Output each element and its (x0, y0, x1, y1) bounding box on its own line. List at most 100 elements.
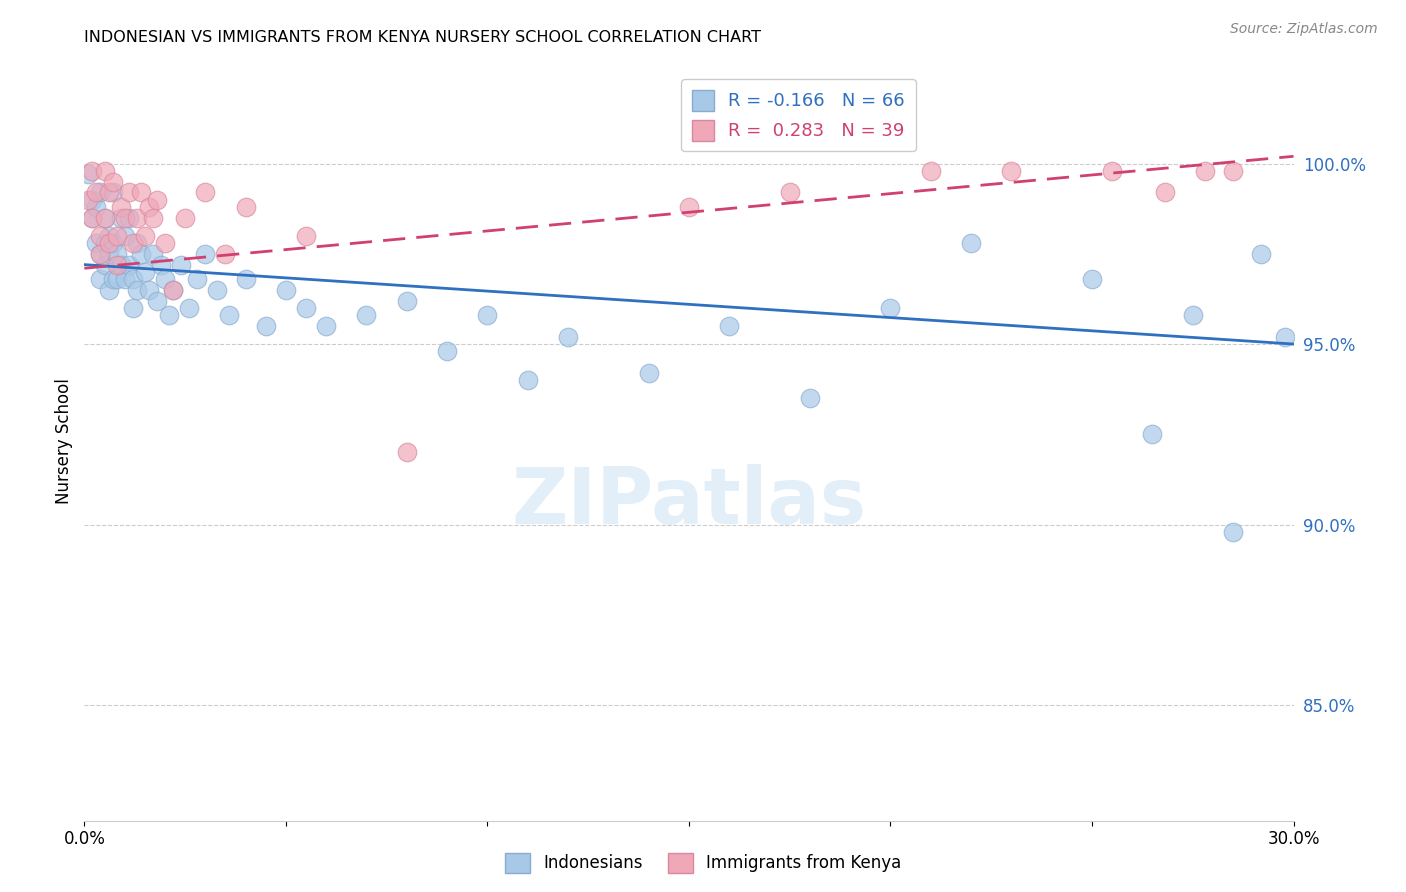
Point (86, 186, 108, 200)
Point (121, 235, 143, 250)
Point (179, 301, 201, 315)
Point (118, 258, 141, 272)
Point (637, 366, 659, 380)
Point (138, 283, 160, 297)
Point (105, 228, 128, 243)
Legend: R = -0.166   N = 66, R =  0.283   N = 39: R = -0.166 N = 66, R = 0.283 N = 39 (682, 79, 915, 152)
Point (274, 283, 297, 297)
Point (1081, 272, 1104, 286)
Point (105, 247, 128, 261)
Point (77, 193, 100, 207)
Point (114, 272, 136, 286)
Point (1142, 427, 1164, 442)
Point (82, 211, 104, 225)
Point (134, 265, 156, 279)
Legend: Indonesians, Immigrants from Kenya: Indonesians, Immigrants from Kenya (498, 847, 908, 880)
Point (295, 301, 318, 315)
Point (1274, 330, 1296, 344)
Point (315, 318, 337, 333)
Point (93, 235, 115, 250)
Point (194, 186, 217, 200)
Point (77, 167, 100, 181)
Point (82, 193, 104, 207)
Point (82, 211, 104, 225)
Text: Source: ZipAtlas.com: Source: ZipAtlas.com (1230, 22, 1378, 37)
Point (1250, 247, 1272, 261)
Point (356, 308, 378, 322)
Point (101, 235, 124, 250)
Point (142, 247, 165, 261)
Point (149, 258, 172, 272)
Point (125, 283, 148, 297)
Point (121, 272, 143, 286)
Point (118, 211, 141, 225)
Point (110, 200, 132, 214)
Point (110, 211, 132, 225)
Point (395, 293, 418, 308)
Point (93, 211, 115, 225)
Point (89, 228, 111, 243)
Point (174, 211, 197, 225)
Point (146, 293, 169, 308)
Point (97, 235, 120, 250)
Point (101, 272, 124, 286)
Point (235, 272, 257, 286)
Point (86, 200, 108, 214)
Point (1181, 308, 1204, 322)
Point (218, 308, 240, 322)
Point (134, 228, 156, 243)
Point (101, 175, 124, 189)
Point (118, 186, 141, 200)
Point (557, 330, 579, 344)
Point (295, 228, 318, 243)
Point (1222, 163, 1244, 178)
Point (93, 258, 115, 272)
Point (129, 247, 152, 261)
Text: INDONESIAN VS IMMIGRANTS FROM KENYA NURSERY SCHOOL CORRELATION CHART: INDONESIAN VS IMMIGRANTS FROM KENYA NURS… (84, 29, 762, 45)
Point (1222, 524, 1244, 539)
Point (1153, 186, 1175, 200)
Point (395, 445, 418, 459)
Point (114, 211, 136, 225)
Point (1000, 163, 1022, 178)
Point (194, 247, 217, 261)
Point (920, 163, 942, 178)
Point (82, 163, 104, 178)
Point (477, 308, 499, 322)
Point (125, 211, 148, 225)
Point (960, 235, 983, 250)
Point (186, 272, 208, 286)
Point (89, 272, 111, 286)
Point (138, 200, 160, 214)
Point (93, 163, 115, 178)
Point (1101, 163, 1123, 178)
Point (97, 247, 120, 261)
Point (105, 258, 128, 272)
Point (129, 186, 152, 200)
Point (170, 258, 193, 272)
Point (101, 186, 124, 200)
Point (97, 186, 120, 200)
Point (162, 283, 184, 297)
Point (114, 228, 136, 243)
Point (207, 283, 229, 297)
Point (142, 211, 165, 225)
Point (105, 272, 128, 286)
Y-axis label: Nursery School: Nursery School (55, 378, 73, 505)
Point (235, 200, 257, 214)
Point (89, 186, 111, 200)
Point (89, 247, 111, 261)
Point (516, 373, 538, 387)
Text: ZIPatlas: ZIPatlas (512, 464, 866, 541)
Point (86, 235, 108, 250)
Point (799, 391, 821, 405)
Point (214, 247, 236, 261)
Point (97, 228, 120, 243)
Point (718, 318, 741, 333)
Point (146, 193, 169, 207)
Point (779, 186, 801, 200)
Point (678, 200, 700, 214)
Point (110, 258, 132, 272)
Point (162, 283, 184, 297)
Point (153, 235, 176, 250)
